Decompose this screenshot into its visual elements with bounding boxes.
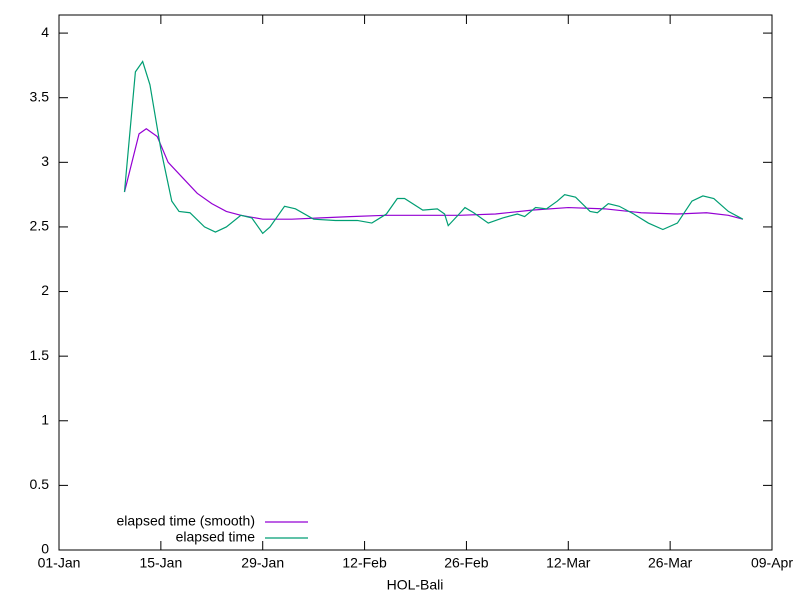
y-tick-label: 2.5: [30, 218, 50, 234]
x-tick-label: 12-Feb: [342, 555, 387, 571]
x-tick-label: 15-Jan: [139, 555, 182, 571]
legend-label: elapsed time: [176, 529, 256, 545]
y-tick-label: 0.5: [30, 476, 50, 492]
y-tick-label: 0: [41, 541, 49, 557]
y-tick-label: 1.5: [30, 347, 50, 363]
data-line: [123, 127, 744, 220]
y-tick-label: 2: [41, 282, 49, 298]
y-tick-label: 4: [41, 24, 49, 40]
y-tick-label: 3.5: [30, 88, 50, 104]
data-line: [123, 60, 744, 235]
x-tick-label: 12-Mar: [546, 555, 591, 571]
plot-border: [58, 14, 773, 551]
y-tick-label: 1: [41, 411, 49, 427]
x-tick-label: 26-Mar: [648, 555, 693, 571]
x-axis-label: HOL-Bali: [387, 577, 444, 593]
x-tick-label: 09-Apr: [751, 555, 793, 571]
legend-label: elapsed time (smooth): [116, 513, 255, 529]
x-tick-label: 01-Jan: [38, 555, 81, 571]
y-tick-label: 3: [41, 153, 49, 169]
x-tick-label: 29-Jan: [241, 555, 284, 571]
x-tick-label: 26-Feb: [444, 555, 489, 571]
